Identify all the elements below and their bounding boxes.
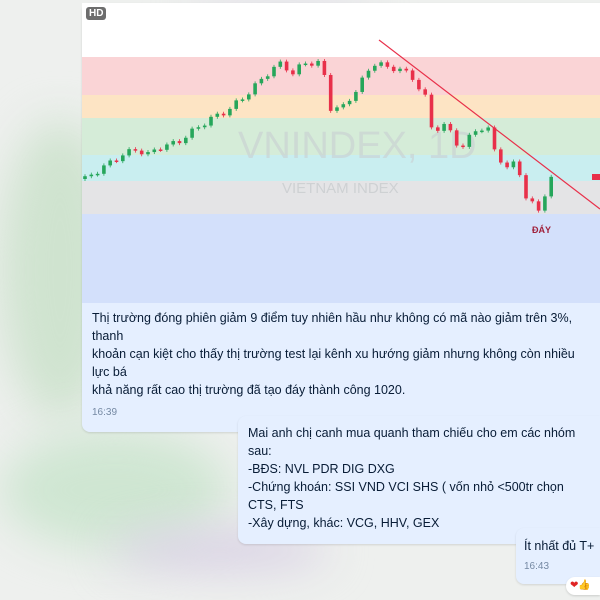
bottom-annotation: ĐÁY (532, 225, 551, 235)
vnindex-chart: VNINDEX, 1D VIETNAM INDEX ĐÁY (82, 3, 600, 303)
thumbs-up-icon[interactable]: 👍 (578, 580, 591, 591)
watermark-subtitle: VIETNAM INDEX (282, 180, 399, 197)
chart-image[interactable]: VNINDEX, 1D VIETNAM INDEX ĐÁY HD (82, 3, 600, 303)
watermark-title: VNINDEX, 1D (238, 125, 477, 167)
band-gray (82, 181, 600, 214)
message-bubble[interactable]: Mai anh chị canh mua quanh tham chiếu ch… (238, 416, 600, 555)
reactions[interactable]: ❤👍 (566, 577, 600, 595)
band-orange (82, 95, 600, 118)
hd-badge: HD (86, 7, 107, 20)
heart-icon[interactable]: ❤ (570, 580, 579, 591)
message-bubble-chart[interactable]: VNINDEX, 1D VIETNAM INDEX ĐÁY HD Thị trư… (82, 3, 600, 443)
message-text: Thị trường đóng phiên giảm 9 điểm tuy nh… (82, 303, 600, 432)
message-time: 16:39 (92, 407, 118, 418)
band-blue (82, 214, 600, 303)
band-white (82, 3, 600, 57)
message-bubble[interactable]: Ít nhất đủ T+ 16:43 ❤👍 (516, 528, 600, 595)
band-red (82, 57, 600, 95)
price-tag (592, 174, 600, 180)
message-time: 16:43 (524, 561, 550, 572)
candles (83, 58, 553, 213)
trendline (378, 39, 600, 210)
